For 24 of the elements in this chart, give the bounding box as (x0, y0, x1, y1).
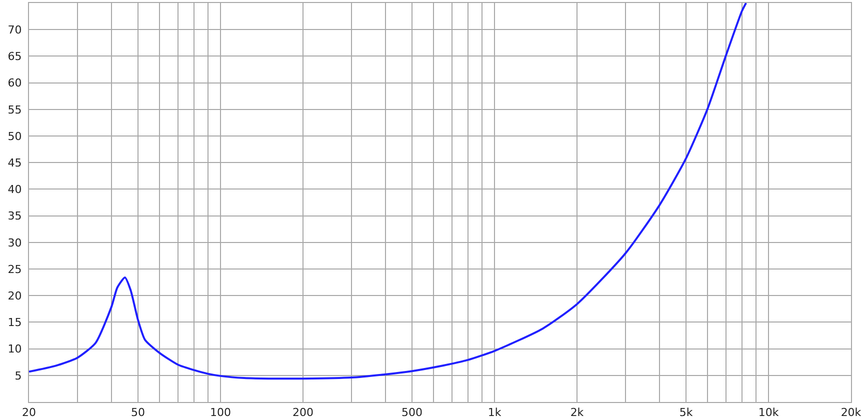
y-tick-label: 5 (14, 369, 22, 382)
y-tick-label: 65 (8, 50, 22, 64)
y-tick-label: 15 (8, 316, 22, 330)
y-tick-label: 10 (8, 342, 22, 356)
x-tick-label: 20 (22, 406, 36, 419)
y-tick-label: 55 (8, 103, 22, 116)
y-tick-label: 50 (8, 130, 22, 143)
y-tick-label: 35 (8, 210, 22, 223)
y-tick-label: 40 (8, 183, 22, 196)
y-tick-label: 30 (8, 236, 22, 250)
y-tick-label: 20 (8, 289, 22, 302)
y-tick-label: 25 (8, 262, 22, 276)
x-tick-label: 5k (679, 406, 694, 419)
x-tick-label: 20k (840, 406, 862, 419)
x-tick-label: 10k (758, 406, 780, 419)
x-tick-label: 2k (570, 406, 584, 419)
y-tick-label: 70 (8, 23, 22, 36)
y-tick-label: 45 (8, 156, 22, 170)
x-tick-label: 1k (488, 406, 502, 419)
x-tick-label: 200 (292, 406, 314, 419)
y-tick-label: 60 (8, 76, 22, 90)
x-tick-label: 100 (210, 406, 232, 419)
x-tick-label: 50 (131, 406, 146, 419)
x-tick-label: 500 (402, 406, 423, 419)
